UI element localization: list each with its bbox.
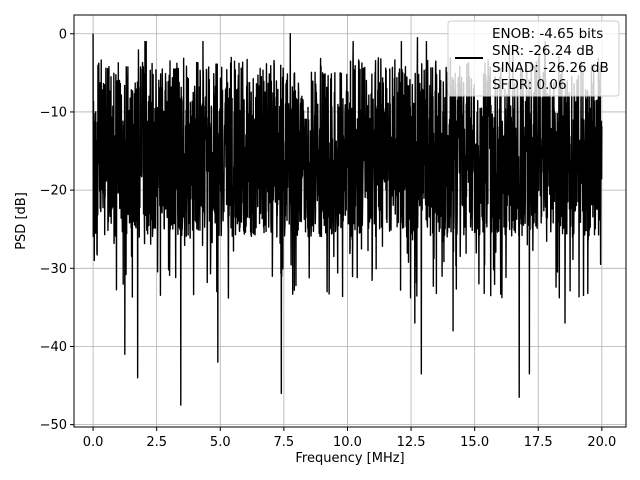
y-tick-label: −30 [40, 262, 67, 277]
x-tick-label: 2.5 [146, 435, 167, 450]
x-tick-label: 17.5 [524, 435, 553, 450]
y-axis-label: PSD [dB] [14, 192, 29, 250]
x-tick-label: 0.0 [83, 435, 104, 450]
y-tick-label: −10 [40, 105, 67, 120]
y-tick-label: 0 [59, 27, 67, 42]
y-tick-label: −40 [40, 340, 67, 355]
ticks: 0.0 2.5 5.0 7.5 10.0 12.5 15.0 17.5 20.0 0 −10 −20 −… [40, 27, 617, 450]
series-layer [92, 33, 603, 406]
psd-series-line [92, 33, 603, 406]
legend-box [447, 20, 620, 97]
legend-line-sinad: SINAD: -26.26 dB [492, 60, 609, 76]
legend-line-sfdr: SFDR: 0.06 [492, 77, 567, 93]
x-tick-label: 10.0 [333, 435, 362, 450]
x-tick-label: 7.5 [274, 435, 295, 450]
legend-line-enob: ENOB: -4.65 bits [492, 26, 603, 42]
x-axis-label: Frequency [MHz] [295, 451, 404, 466]
legend: ENOB: -4.65 bits SNR: -26.24 dB SINAD: -… [447, 20, 620, 97]
x-tick-label: 15.0 [460, 435, 489, 450]
x-tick-label: 12.5 [397, 435, 426, 450]
axes-frame [73, 14, 627, 428]
x-tick-label: 20.0 [587, 435, 616, 450]
legend-line-snr: SNR: -26.24 dB [492, 43, 594, 59]
x-tick-label: 5.0 [210, 435, 231, 450]
y-tick-label: −50 [40, 418, 67, 433]
y-tick-label: −20 [40, 184, 67, 199]
